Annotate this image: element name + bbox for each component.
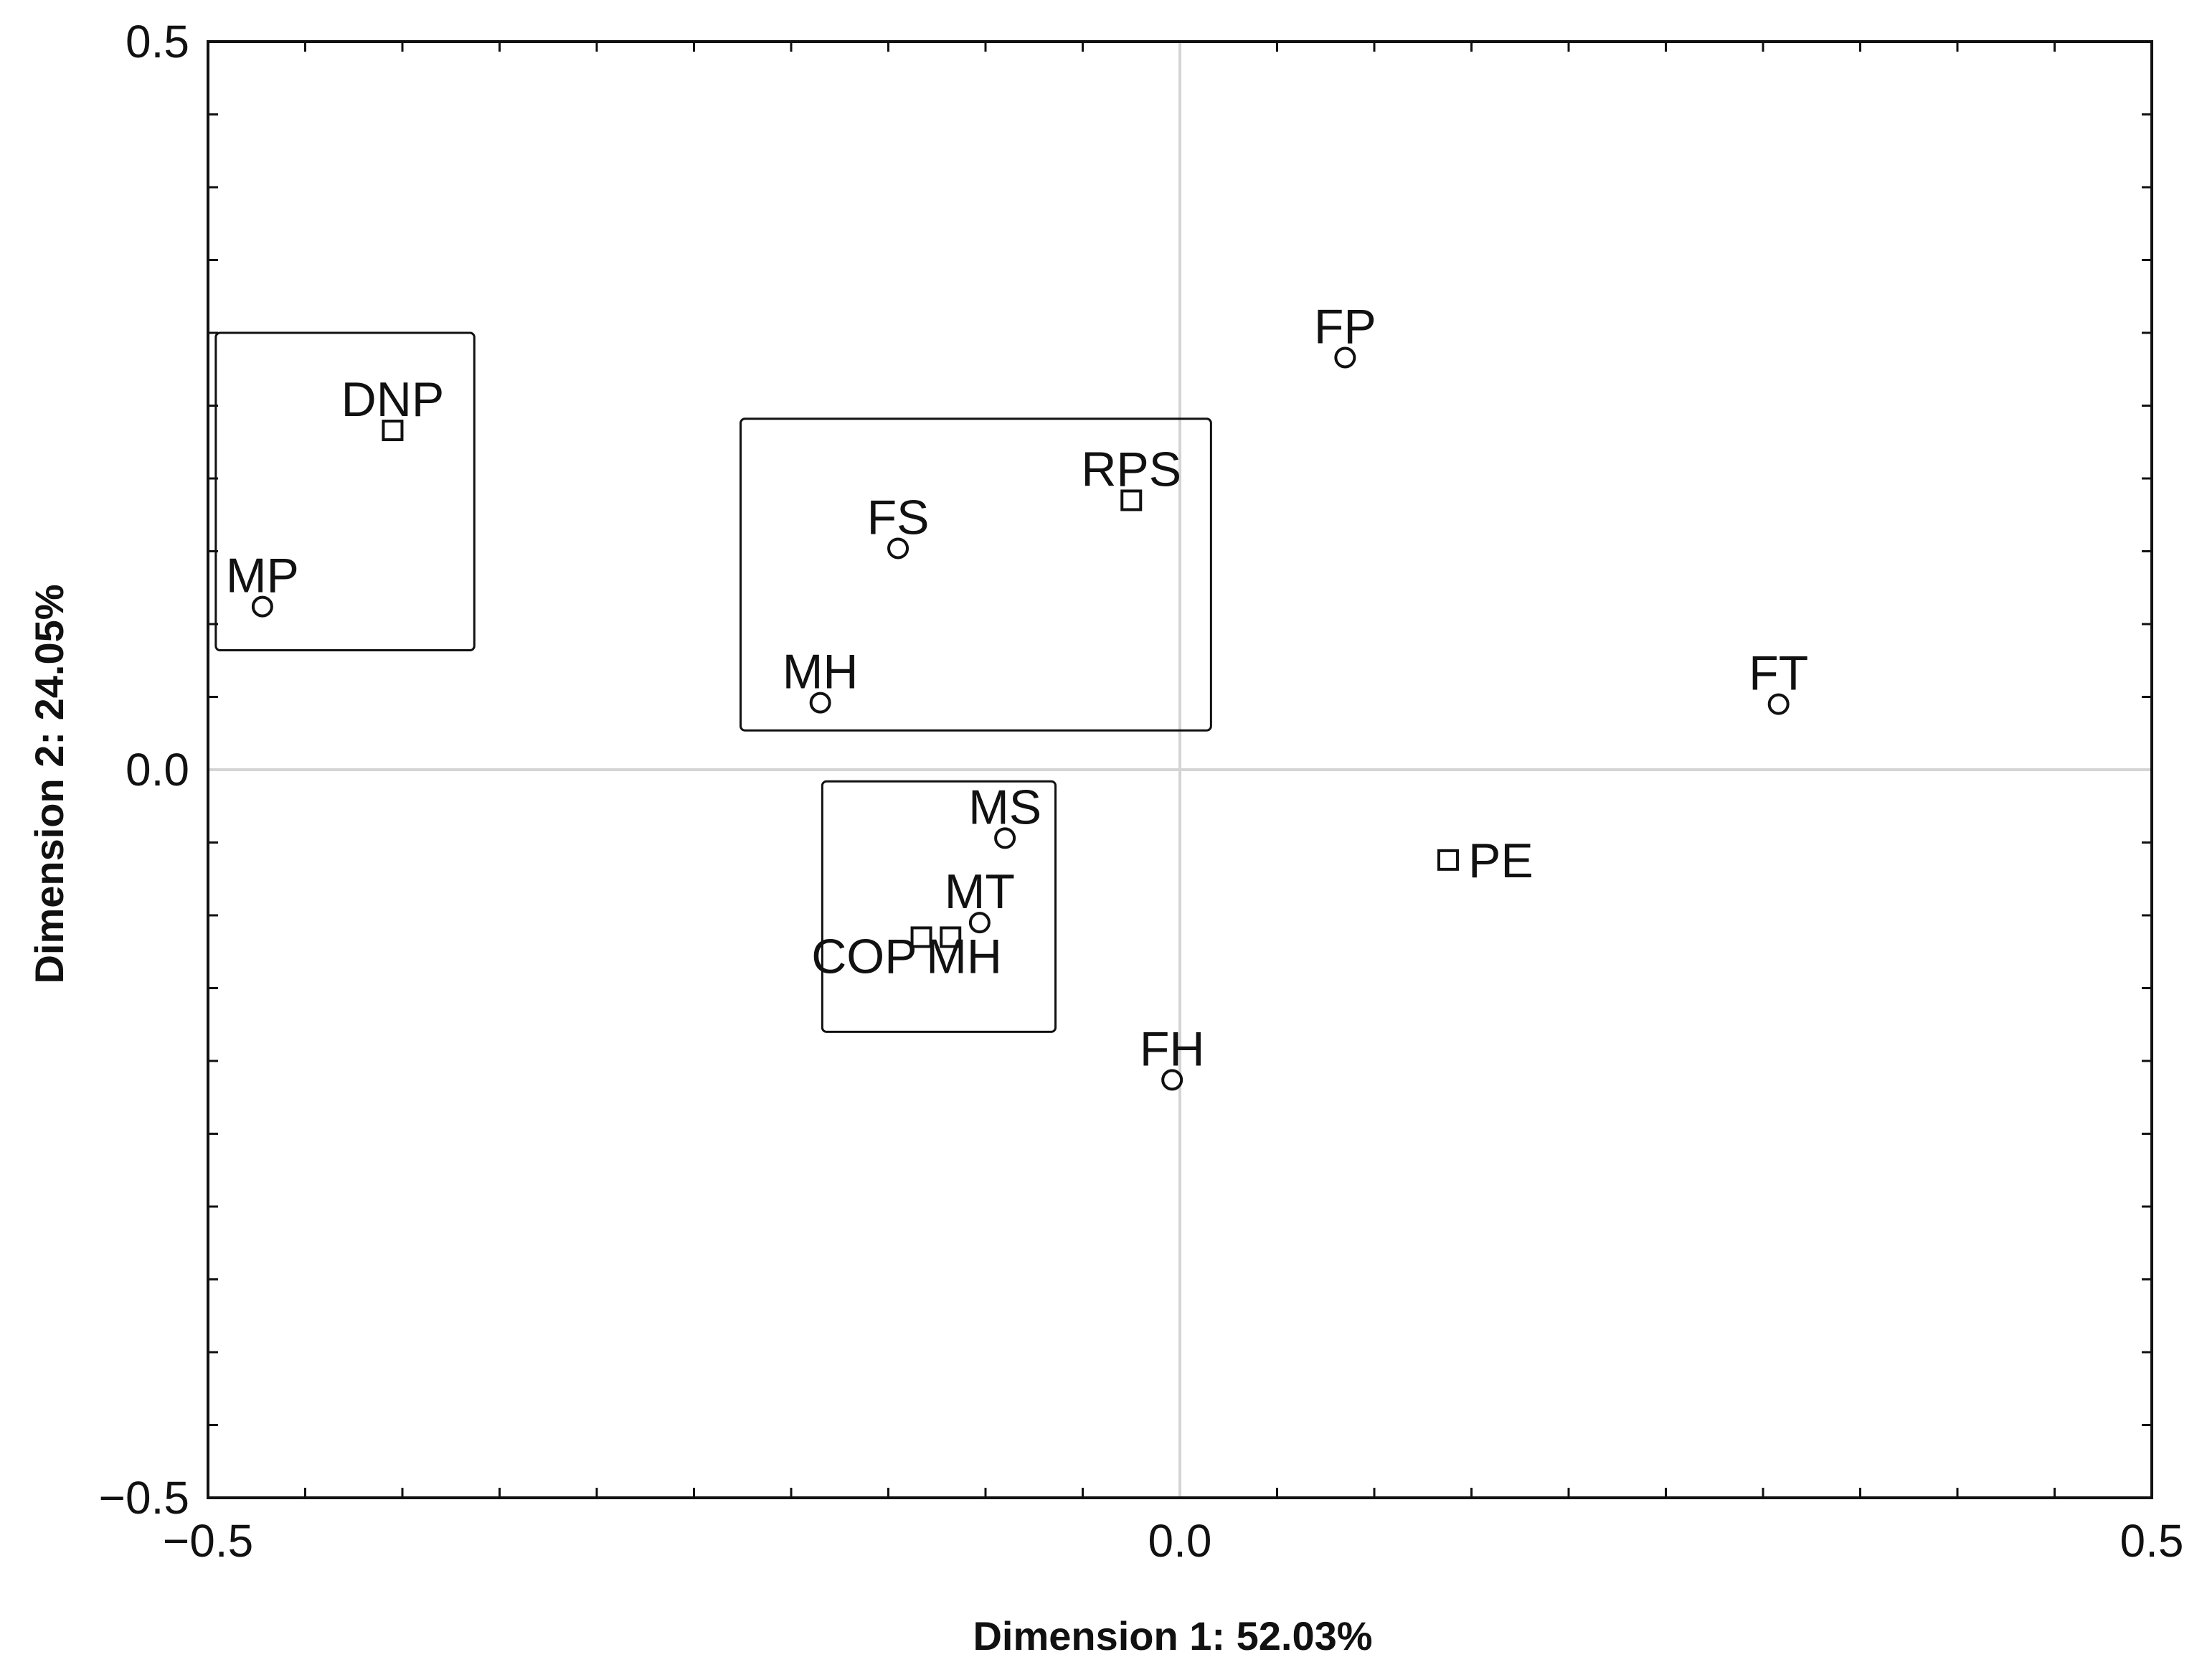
point-label: RPS <box>1081 442 1181 496</box>
x-axis-title: Dimension 1: 52.03% <box>973 1613 1372 1658</box>
group-box <box>214 331 476 652</box>
circle-marker <box>1161 1069 1183 1091</box>
point-label: FS <box>867 490 930 544</box>
point-label: FP <box>1314 300 1376 354</box>
axis-tick-labels: −0.5 0.0 0.5 −0.5 0.0 0.5 <box>99 16 2184 1567</box>
circle-marker <box>251 595 273 618</box>
circle-marker <box>968 912 991 934</box>
point-label: MH <box>783 645 859 699</box>
group-boxes <box>214 331 1212 1033</box>
y-tick-label: 0.5 <box>126 16 189 67</box>
point-label: DNP <box>341 372 445 427</box>
point-label: MP <box>226 549 299 603</box>
point-label: PE <box>1468 834 1534 888</box>
axis-ticks <box>208 42 2152 1498</box>
square-marker <box>940 926 962 948</box>
group-box <box>821 780 1057 1033</box>
circle-marker <box>887 537 909 560</box>
square-marker <box>382 420 404 442</box>
square-marker <box>1437 849 1459 871</box>
x-tick-label: −0.5 <box>163 1515 253 1567</box>
zero-lines <box>208 42 2152 1498</box>
point-label: MT <box>945 864 1015 919</box>
point-label: FT <box>1749 646 1808 701</box>
y-tick-label: 0.0 <box>126 744 189 796</box>
group-box <box>739 417 1212 732</box>
point-label: FH <box>1140 1021 1205 1076</box>
square-marker <box>1120 489 1143 511</box>
point-label: MH <box>926 929 1002 983</box>
point-label: MS <box>968 780 1041 834</box>
plot-frame <box>207 40 2153 1499</box>
x-tick-label: 0.5 <box>2120 1515 2184 1567</box>
y-axis-title: Dimension 2: 24.05% <box>27 584 72 983</box>
circle-marker <box>1767 693 1790 715</box>
y-tick-label: −0.5 <box>99 1472 189 1524</box>
circle-marker <box>1334 346 1356 369</box>
x-tick-label: 0.0 <box>1148 1515 1212 1567</box>
point-label: COP <box>811 929 917 983</box>
circle-marker <box>994 827 1016 849</box>
circle-marker <box>809 692 831 714</box>
square-marker <box>910 926 932 948</box>
